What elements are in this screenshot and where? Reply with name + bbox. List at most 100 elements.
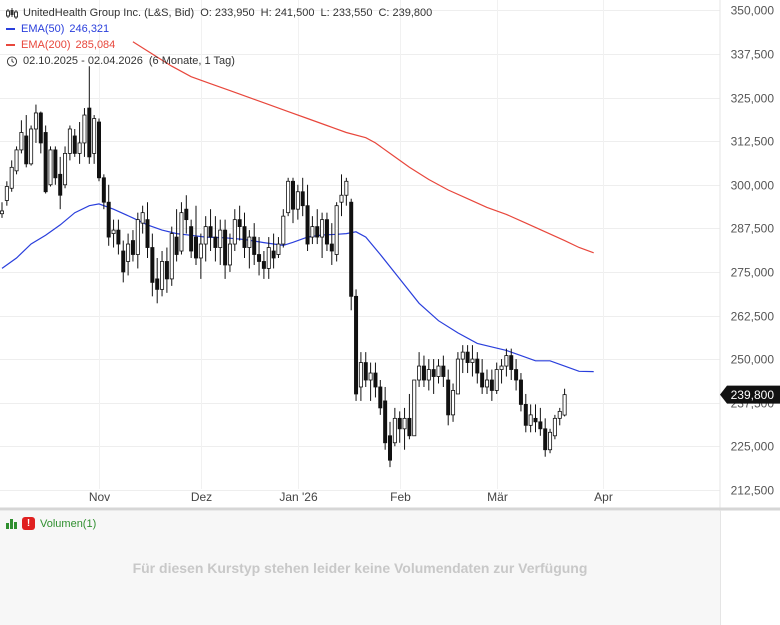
candle bbox=[320, 212, 325, 258]
time-tick-label: Apr bbox=[594, 490, 613, 504]
candle-body bbox=[465, 351, 470, 363]
candle bbox=[67, 125, 72, 161]
candle-body bbox=[227, 243, 232, 266]
candle bbox=[562, 388, 567, 417]
candle-body bbox=[300, 191, 305, 207]
candle-body bbox=[9, 166, 14, 189]
candle bbox=[179, 202, 184, 255]
candle-body bbox=[484, 379, 489, 388]
last-price-label: 239,800 bbox=[731, 388, 775, 402]
candle-body bbox=[150, 247, 155, 283]
price-axis-labels: 350,000 337,500 325,000 312,500 300,000 287,5… bbox=[731, 4, 775, 498]
ema50-path bbox=[1, 203, 594, 373]
candle bbox=[77, 122, 82, 164]
candle-body bbox=[14, 149, 19, 172]
candle-body bbox=[310, 226, 315, 238]
candle bbox=[106, 184, 111, 246]
price-grid bbox=[0, 0, 720, 491]
candle-body bbox=[266, 247, 271, 269]
candle-body bbox=[441, 365, 446, 377]
candle bbox=[431, 359, 436, 394]
candle bbox=[193, 205, 198, 265]
candle-body bbox=[426, 369, 431, 381]
time-tick-label: Nov bbox=[89, 490, 110, 504]
candle bbox=[470, 345, 475, 377]
candle-body bbox=[169, 233, 174, 280]
time-axis-labels: Nov Dez Jan '26 Feb Mär Apr bbox=[89, 490, 613, 504]
candle-body bbox=[548, 431, 553, 451]
candle-body bbox=[174, 236, 179, 255]
candle bbox=[354, 289, 359, 401]
candle bbox=[349, 198, 354, 311]
date-range: 02.10.2025 - 02.04.2026 bbox=[23, 55, 143, 67]
candle-body bbox=[179, 212, 184, 252]
candle bbox=[0, 202, 4, 218]
candle-body bbox=[223, 229, 228, 266]
price-tick-label: 225,000 bbox=[731, 440, 775, 454]
candle bbox=[552, 414, 557, 440]
candle-body bbox=[543, 428, 548, 451]
candle bbox=[421, 355, 426, 387]
candle bbox=[203, 216, 208, 262]
candle-body bbox=[261, 261, 266, 269]
candle bbox=[387, 421, 392, 468]
candle-body bbox=[286, 180, 291, 214]
candle-body bbox=[378, 386, 383, 409]
candle-body bbox=[164, 261, 169, 280]
candle bbox=[257, 237, 262, 276]
candle-body bbox=[480, 372, 485, 388]
candle bbox=[533, 404, 538, 433]
candle-body bbox=[4, 186, 9, 201]
volume-label[interactable]: Volumen(1) bbox=[40, 517, 97, 530]
volume-header: ! Volumen(1) bbox=[6, 517, 96, 530]
candle-body bbox=[402, 417, 407, 430]
ema50-legend-row[interactable]: EMA(50) 246,321 bbox=[6, 21, 432, 37]
candle bbox=[261, 251, 266, 279]
candle bbox=[9, 160, 14, 192]
candle-body bbox=[329, 243, 334, 252]
range-row[interactable]: 02.10.2025 - 02.04.2026 (6 Monate, 1 Tag… bbox=[6, 53, 432, 69]
candle bbox=[499, 359, 504, 384]
candle-body bbox=[145, 219, 150, 248]
candle-body bbox=[368, 372, 373, 381]
candle bbox=[92, 115, 97, 164]
price-tick-label: 325,000 bbox=[731, 92, 775, 106]
range-detail: (6 Monate, 1 Tag) bbox=[148, 55, 235, 67]
price-chart[interactable]: 350,000 337,500 325,000 312,500 300,000 287,5… bbox=[0, 0, 780, 511]
candle bbox=[82, 108, 87, 157]
candle-body bbox=[208, 226, 213, 238]
candle-body bbox=[446, 379, 451, 416]
candle bbox=[305, 184, 310, 252]
candle bbox=[252, 223, 257, 265]
candle bbox=[295, 184, 300, 220]
candle bbox=[218, 219, 223, 265]
candle-body bbox=[392, 417, 397, 444]
candle-body bbox=[562, 394, 567, 416]
warning-icon[interactable]: ! bbox=[22, 517, 35, 530]
high-value: H: 241,500 bbox=[260, 7, 315, 19]
candle-body bbox=[160, 261, 165, 290]
instrument-name: UnitedHealth Group Inc. (L&S, Bid) bbox=[23, 7, 195, 19]
candle-body bbox=[509, 355, 514, 370]
candle bbox=[557, 407, 562, 426]
candle-body bbox=[184, 208, 189, 221]
candle bbox=[441, 355, 446, 387]
candle bbox=[407, 393, 412, 440]
candle-body bbox=[363, 362, 368, 381]
price-tick-label: 275,000 bbox=[731, 266, 775, 280]
candle-body bbox=[87, 107, 92, 158]
candle bbox=[135, 212, 140, 269]
candle-body bbox=[0, 210, 4, 215]
candle-body bbox=[155, 278, 160, 290]
time-tick-label: Feb bbox=[390, 490, 411, 504]
candle-body bbox=[344, 180, 349, 196]
candle bbox=[528, 404, 533, 433]
ema200-legend-row[interactable]: EMA(200) 285,084 bbox=[6, 37, 432, 53]
candle-body bbox=[48, 149, 53, 186]
candle-body bbox=[315, 226, 320, 238]
candlestick-icon bbox=[6, 7, 18, 19]
candle bbox=[53, 146, 58, 185]
candle bbox=[417, 352, 422, 387]
volume-panel: ! Volumen(1) Für diesen Kurstyp stehen l… bbox=[0, 511, 721, 625]
candle-body bbox=[276, 243, 281, 255]
